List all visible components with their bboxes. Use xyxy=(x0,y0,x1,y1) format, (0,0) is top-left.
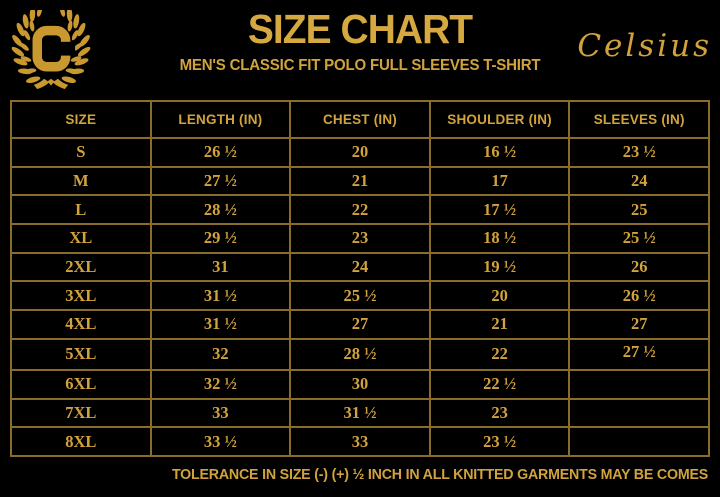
size-cell: 7XL xyxy=(10,397,152,429)
measurement-cell: 26 xyxy=(568,251,710,283)
table-row: 5XL 32 28 ½ 22 27 ½ xyxy=(10,337,710,371)
measurement-cell: 20 xyxy=(289,137,431,168)
measurement-cell: 28 ½ xyxy=(289,337,431,371)
measurement-cell: 27 xyxy=(568,309,710,340)
table-row: 6XL 32 ½ 30 22 ½ xyxy=(10,368,710,400)
measurement-cell: 33 xyxy=(149,397,292,429)
measurement-cell: 30 xyxy=(289,368,431,400)
size-cell: S xyxy=(10,137,152,168)
measurement-cell xyxy=(568,368,710,400)
measurement-cell: 31 xyxy=(149,251,292,283)
measurement-cell: 24 xyxy=(289,251,431,283)
brand-logo-letter-c xyxy=(32,25,76,72)
size-cell: 5XL xyxy=(10,337,152,371)
measurement-cell: 21 xyxy=(289,165,431,197)
table-row: S 26 ½ 20 16 ½ 23 ½ xyxy=(10,137,710,168)
measurement-cell: 22 xyxy=(428,337,571,371)
measurement-cell: 26 ½ xyxy=(568,280,710,312)
measurement-cell: 33 xyxy=(289,426,431,457)
size-chart-table-body: S 26 ½ 20 16 ½ 23 ½ M 27 ½ 21 17 24 L 28 ½ 22 17 ½ 25 X… xyxy=(10,137,710,457)
table-row: M 27 ½ 21 17 24 xyxy=(10,165,710,197)
size-cell: M xyxy=(10,165,152,197)
measurement-cell: 22 ½ xyxy=(428,368,571,400)
table-row: 2XL 31 24 19 ½ 26 xyxy=(10,251,710,283)
measurement-cell: 16 ½ xyxy=(428,137,571,168)
size-cell: 6XL xyxy=(10,368,152,400)
measurement-cell: 18 ½ xyxy=(428,223,571,254)
brand-name-script: Celsius xyxy=(577,28,712,64)
measurement-cell: 20 xyxy=(428,280,571,312)
measurement-cell: 23 xyxy=(289,223,431,254)
measurement-cell: 31 ½ xyxy=(149,280,292,312)
size-cell: L xyxy=(10,194,152,226)
tolerance-note: TOLERANCE IN SIZE (-) (+) ½ INCH IN ALL … xyxy=(171,467,709,483)
measurement-cell: 21 xyxy=(428,309,571,340)
measurement-cell: 23 xyxy=(428,397,571,429)
size-cell: 4XL xyxy=(10,309,152,340)
measurement-cell: 32 ½ xyxy=(149,368,292,400)
table-row: 4XL 31 ½ 27 21 27 xyxy=(10,309,710,340)
column-header: SIZE xyxy=(10,100,152,139)
measurement-cell: 32 xyxy=(149,337,292,371)
measurement-cell: 31 ½ xyxy=(289,397,431,429)
measurement-cell: 27 ½ xyxy=(568,337,710,371)
measurement-cell: 31 ½ xyxy=(149,309,292,340)
measurement-cell: 17 ½ xyxy=(428,194,571,226)
measurement-cell: 23 ½ xyxy=(428,426,571,457)
measurement-cell xyxy=(568,397,710,429)
measurement-cell: 27 xyxy=(289,309,431,340)
column-header: CHEST (IN) xyxy=(289,100,431,139)
size-chart-table-header: SIZE LENGTH (IN) CHEST (IN) SHOULDER (IN) SL… xyxy=(10,100,710,139)
header-row: SIZE LENGTH (IN) CHEST (IN) SHOULDER (IN) SL… xyxy=(10,100,710,139)
measurement-cell: 24 xyxy=(568,165,710,197)
measurement-cell: 25 ½ xyxy=(289,280,431,312)
column-header: SHOULDER (IN) xyxy=(428,100,571,139)
measurement-cell: 29 ½ xyxy=(149,223,292,254)
brand-wreath-logo-icon xyxy=(10,10,92,90)
measurement-cell: 17 xyxy=(428,165,571,197)
measurement-cell: 22 xyxy=(289,194,431,226)
measurement-cell: 25 xyxy=(568,194,710,226)
size-cell: 8XL xyxy=(10,426,152,457)
page-subtitle: MEN'S CLASSIC FIT POLO FULL SLEEVES T-SH… xyxy=(179,57,541,74)
measurement-cell: 19 ½ xyxy=(428,251,571,283)
table-row: 3XL 31 ½ 25 ½ 20 26 ½ xyxy=(10,280,710,312)
column-header: LENGTH (IN) xyxy=(149,100,292,139)
measurement-cell xyxy=(568,426,710,457)
size-cell: 2XL xyxy=(10,251,152,283)
measurement-cell: 28 ½ xyxy=(149,194,292,226)
size-chart-table: SIZE LENGTH (IN) CHEST (IN) SHOULDER (IN) SL… xyxy=(10,100,710,457)
measurement-cell: 23 ½ xyxy=(568,137,710,168)
table-row: L 28 ½ 22 17 ½ 25 xyxy=(10,194,710,226)
size-cell: XL xyxy=(10,223,152,254)
table-row: 8XL 33 ½ 33 23 ½ xyxy=(10,426,710,457)
measurement-cell: 25 ½ xyxy=(568,223,710,254)
size-cell: 3XL xyxy=(10,280,152,312)
column-header: SLEEVES (IN) xyxy=(568,100,710,139)
page-title: SIZE CHART xyxy=(247,6,473,52)
table-row: XL 29 ½ 23 18 ½ 25 ½ xyxy=(10,223,710,254)
measurement-cell: 26 ½ xyxy=(149,137,292,168)
table-row: 7XL 33 31 ½ 23 xyxy=(10,397,710,429)
measurement-cell: 27 ½ xyxy=(149,165,292,197)
measurement-cell: 33 ½ xyxy=(149,426,292,457)
